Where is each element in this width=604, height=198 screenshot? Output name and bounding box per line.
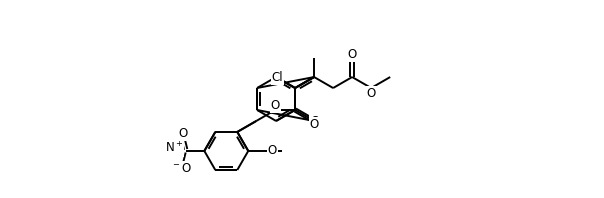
- Text: O: O: [367, 87, 376, 100]
- Text: O: O: [347, 48, 357, 61]
- Text: $^-$O: $^-$O: [172, 162, 193, 175]
- Text: O: O: [310, 115, 320, 128]
- Text: O: O: [178, 127, 187, 140]
- Text: Cl: Cl: [272, 71, 283, 84]
- Text: O: O: [271, 99, 280, 112]
- Text: N$^+$: N$^+$: [165, 140, 183, 156]
- Text: O: O: [268, 145, 277, 157]
- Text: O: O: [309, 117, 319, 130]
